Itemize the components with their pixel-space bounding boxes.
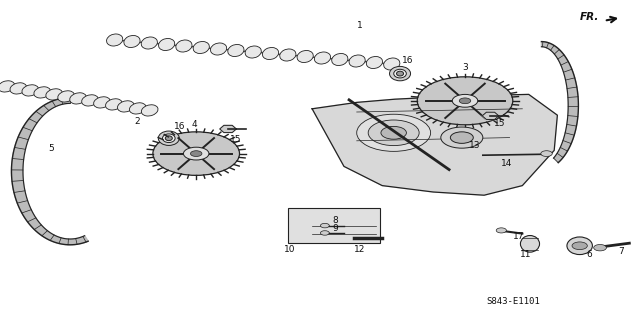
Ellipse shape [129,103,146,114]
Ellipse shape [69,93,87,104]
Text: 6: 6 [586,250,592,259]
Text: 14: 14 [501,159,512,168]
Text: 4: 4 [192,120,197,129]
Text: 16: 16 [174,122,185,131]
Circle shape [452,94,478,107]
Ellipse shape [297,51,313,62]
Ellipse shape [262,47,278,60]
Text: 5: 5 [48,144,54,153]
Circle shape [459,98,471,104]
Ellipse shape [58,91,75,102]
Ellipse shape [158,131,180,145]
Ellipse shape [162,134,175,143]
Text: FR.: FR. [580,12,599,22]
Ellipse shape [390,66,410,81]
Ellipse shape [117,101,134,112]
Text: 8: 8 [333,216,339,225]
Ellipse shape [176,40,192,52]
Ellipse shape [106,34,123,46]
Text: 11: 11 [520,250,531,259]
Text: 2: 2 [134,117,140,126]
Circle shape [357,114,431,151]
Text: 15: 15 [494,119,506,128]
Ellipse shape [159,38,175,51]
Text: 9: 9 [333,224,339,233]
Circle shape [572,242,587,250]
Text: 1: 1 [357,21,363,30]
Ellipse shape [332,53,348,66]
Ellipse shape [0,81,15,92]
Polygon shape [482,112,499,119]
Text: 16: 16 [402,56,413,65]
Polygon shape [312,94,557,195]
Ellipse shape [34,87,50,98]
Circle shape [153,132,240,175]
Circle shape [381,126,406,139]
Text: 12: 12 [354,245,366,254]
Ellipse shape [228,44,244,57]
Text: 10: 10 [284,245,296,254]
Ellipse shape [141,37,157,49]
Ellipse shape [46,89,62,100]
Polygon shape [11,98,88,245]
Ellipse shape [315,52,331,64]
Ellipse shape [210,43,227,55]
Polygon shape [220,125,236,132]
Ellipse shape [124,36,140,48]
Ellipse shape [141,105,158,116]
Ellipse shape [567,237,592,255]
Circle shape [496,228,506,233]
Text: 7: 7 [618,247,624,256]
Circle shape [450,132,473,143]
Circle shape [320,231,329,235]
Ellipse shape [383,58,400,70]
Ellipse shape [22,85,39,96]
Ellipse shape [166,136,172,141]
Text: 13: 13 [469,141,480,150]
Ellipse shape [193,42,210,53]
Ellipse shape [10,83,27,94]
Circle shape [183,147,209,160]
Ellipse shape [245,46,261,58]
Ellipse shape [396,71,404,76]
Text: 3: 3 [462,63,468,72]
Circle shape [368,120,419,146]
Ellipse shape [280,49,296,61]
Ellipse shape [520,236,540,252]
Ellipse shape [394,69,406,78]
Circle shape [594,244,606,251]
Circle shape [541,151,552,156]
Circle shape [441,127,483,148]
Text: 15: 15 [230,135,241,144]
Ellipse shape [82,95,98,106]
Text: 17: 17 [513,232,525,241]
Text: S843-E1101: S843-E1101 [486,297,540,306]
Ellipse shape [94,97,110,108]
Circle shape [417,77,513,125]
Ellipse shape [349,55,365,67]
Circle shape [320,223,329,228]
Ellipse shape [366,56,383,68]
Bar [288,208,380,243]
Circle shape [190,151,202,156]
Polygon shape [541,42,578,163]
Ellipse shape [106,99,122,110]
